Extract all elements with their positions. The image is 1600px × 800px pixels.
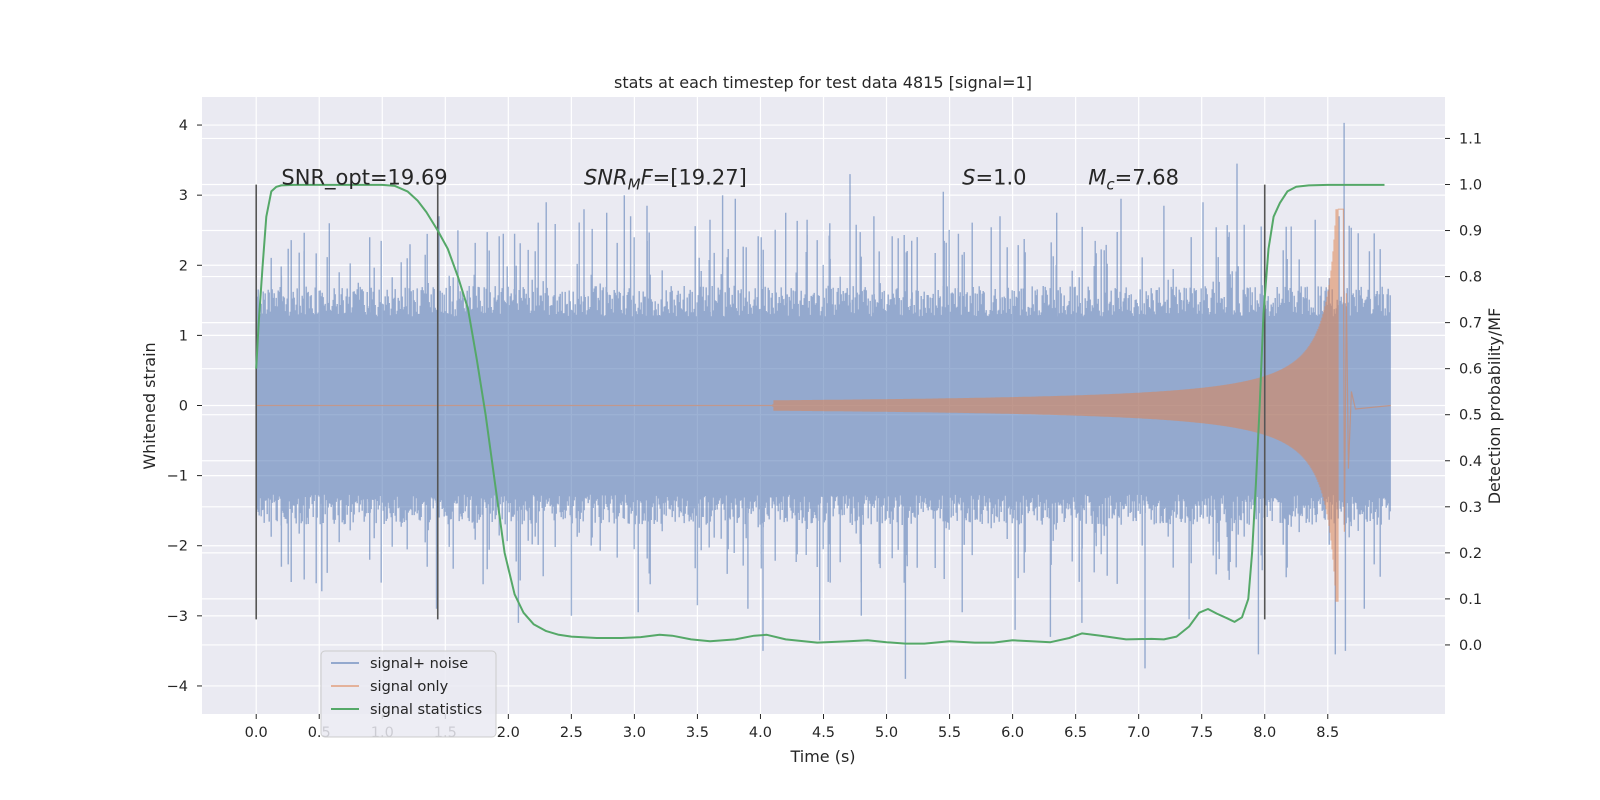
annotation-3: Mc=7.68 xyxy=(1088,166,1179,194)
annotation-1: SNRMF=[19.27] xyxy=(584,166,747,194)
y2-tick-label: 0.2 xyxy=(1459,546,1482,562)
signal-statistics-line xyxy=(255,183,1385,645)
x-tick-label: 4.5 xyxy=(812,725,835,741)
x-tick-label: 8.0 xyxy=(1253,725,1276,741)
legend-label-signal-statistics: signal statistics xyxy=(370,702,482,718)
annotation-2: S=1.0 xyxy=(962,166,1026,190)
x-tick-label: 7.0 xyxy=(1127,725,1150,741)
x-tick-label: 5.0 xyxy=(875,725,898,741)
annotation-part: F xyxy=(641,166,654,190)
annotation-part: SNR xyxy=(584,166,628,190)
y-tick-label: −2 xyxy=(167,539,188,555)
y2-tick-label: 0.4 xyxy=(1459,454,1482,470)
y-tick-label: −1 xyxy=(167,469,188,485)
x-tick-label: 4.0 xyxy=(749,725,772,741)
x-tick-label: 7.5 xyxy=(1190,725,1213,741)
y-tick-label: 1 xyxy=(179,328,188,344)
annotation-part: =1.0 xyxy=(976,166,1027,190)
series-signal-only xyxy=(256,208,1391,602)
annotations: SNR_opt=19.69 SNRMF=[19.27] S=1.0 Mc=7.68 xyxy=(281,166,1179,194)
y2-tick-label: 1.1 xyxy=(1459,131,1482,147)
y2-tick-label: 0.1 xyxy=(1459,592,1482,608)
annotation-part: c xyxy=(1106,176,1115,194)
annotation-part: S xyxy=(962,166,975,190)
x-tick-label: 5.5 xyxy=(938,725,961,741)
x-tick-label: 3.5 xyxy=(686,725,709,741)
y-tick-label: 2 xyxy=(179,258,188,274)
y2-tick-label: 0.7 xyxy=(1459,316,1482,332)
annotation-part: =[19.27] xyxy=(653,166,747,190)
y-tick-label: 3 xyxy=(179,188,188,204)
y2-tick-label: 0.6 xyxy=(1459,362,1482,378)
y2-tick-label: 0.9 xyxy=(1459,224,1482,240)
y2-tick-label: 0.3 xyxy=(1459,500,1482,516)
annotation-part: M xyxy=(628,176,641,194)
x-tick-label: 2.0 xyxy=(497,725,520,741)
y-tick-label: 4 xyxy=(179,118,188,134)
legend-label-signal-plus-noise: signal+ noise xyxy=(370,656,468,672)
annotation-0: SNR_opt=19.69 xyxy=(281,166,447,191)
x-tick-label: 6.5 xyxy=(1064,725,1087,741)
legend: signal+ noise signal only signal statist… xyxy=(320,650,497,738)
x-tick-label: 2.5 xyxy=(560,725,583,741)
series-signal-statistics xyxy=(255,183,1385,645)
y-tick-label: 0 xyxy=(179,399,188,415)
y2-tick-label: 0.0 xyxy=(1459,638,1482,654)
y-tick-labels: 4 3 2 1 0 −1 −2 −3 −4 xyxy=(167,118,202,695)
x-tick-label: 6.0 xyxy=(1001,725,1024,741)
chart-title: stats at each timestep for test data 481… xyxy=(614,73,1032,92)
x-tick-label: 0.0 xyxy=(245,725,268,741)
y2-tick-label: 0.8 xyxy=(1459,270,1482,286)
annotation-part: =7.68 xyxy=(1115,166,1179,190)
y2-tick-label: 1.0 xyxy=(1459,177,1482,193)
y2-tick-label: 0.5 xyxy=(1459,408,1482,424)
annotation-part: M xyxy=(1088,166,1106,190)
y2-tick-labels: 1.1 1.0 0.9 0.8 0.7 0.6 0.5 0.4 0.3 0.2 0.1 0.0 xyxy=(1445,131,1482,654)
y-axis-label: Whitened strain xyxy=(140,342,159,469)
legend-label-signal-only: signal only xyxy=(370,679,449,695)
legend-box xyxy=(320,650,497,738)
vertical-markers xyxy=(255,184,1266,620)
x-axis-label: Time (s) xyxy=(789,747,855,766)
annotation-part: SNR_opt=19.69 xyxy=(281,166,447,191)
signal-only-line xyxy=(256,208,1391,602)
y-tick-label: −4 xyxy=(167,679,188,695)
x-tick-label: 3.0 xyxy=(623,725,646,741)
x-tick-label: 8.5 xyxy=(1316,725,1339,741)
y2-axis-label: Detection probability/MF xyxy=(1485,308,1504,505)
y-tick-label: −3 xyxy=(167,609,188,625)
